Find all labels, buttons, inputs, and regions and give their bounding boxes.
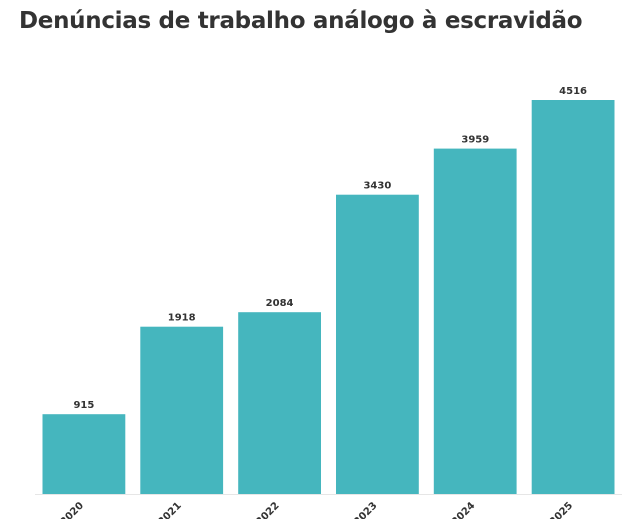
x-tick-2025: 2025 <box>548 500 575 519</box>
x-axis-tick-labels: 2020 2021 2022 2023 2024 2025 <box>59 500 576 519</box>
bar-2024 <box>433 148 517 494</box>
data-label-2024: 3959 <box>461 135 489 146</box>
x-tick-2021: 2021 <box>156 500 183 519</box>
data-label-2025: 4516 <box>559 86 587 97</box>
x-tick-2024: 2024 <box>450 500 477 519</box>
data-label-2020: 915 <box>73 400 94 411</box>
x-tick-2020: 2020 <box>59 500 86 519</box>
data-label-2023: 3430 <box>363 181 391 192</box>
x-tick-2023: 2023 <box>352 500 379 519</box>
bar-2023 <box>336 194 419 494</box>
chart-title: Denúncias de trabalho análogo à escravid… <box>19 8 583 34</box>
data-label-2022: 2084 <box>266 298 294 309</box>
data-label-2021: 1918 <box>168 313 196 324</box>
bar-2021 <box>140 326 224 494</box>
bars <box>42 100 615 494</box>
bar-2020 <box>42 414 126 494</box>
data-labels: 915 1918 2084 3430 3959 4516 <box>73 86 587 411</box>
x-tick-2022: 2022 <box>254 500 281 519</box>
bar-2022 <box>238 312 321 494</box>
bar-2025 <box>531 100 615 494</box>
